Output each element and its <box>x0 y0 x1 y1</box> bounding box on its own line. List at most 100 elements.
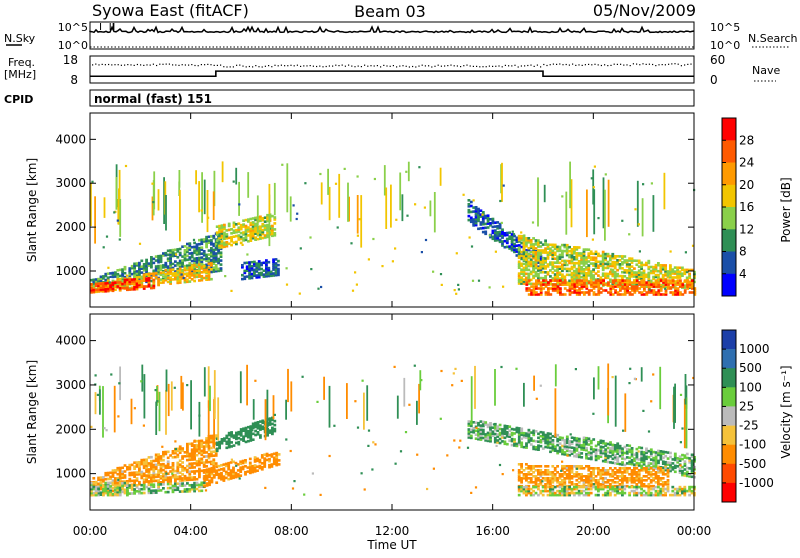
data-cell <box>614 289 617 292</box>
data-cell <box>263 273 266 276</box>
data-cell <box>662 264 665 267</box>
data-cell <box>539 241 542 244</box>
data-cell <box>184 455 187 458</box>
data-cell <box>193 246 196 249</box>
nave-dot <box>412 66 413 67</box>
data-cell <box>552 435 555 438</box>
data-cell <box>655 274 658 277</box>
data-cell <box>544 275 547 278</box>
data-cell <box>269 429 272 432</box>
nave-dot <box>431 66 432 67</box>
data-cell <box>193 466 196 469</box>
data-cell <box>251 261 254 264</box>
data-cell <box>499 428 502 431</box>
data-cell <box>530 465 533 468</box>
data-cell <box>607 253 610 256</box>
data-cell <box>216 245 219 248</box>
data-cell <box>191 260 194 263</box>
data-cell <box>676 457 679 460</box>
data-cell <box>150 474 153 477</box>
data-cell <box>595 467 598 470</box>
data-cell <box>164 273 167 276</box>
data-cell <box>626 477 629 480</box>
data-cell <box>92 289 95 292</box>
data-cell <box>643 270 646 273</box>
data-cell <box>472 210 475 213</box>
data-cell <box>556 471 559 474</box>
nave-dot <box>562 64 563 65</box>
data-cell <box>116 482 119 485</box>
data-point <box>651 182 653 184</box>
data-cell <box>259 424 262 427</box>
nave-dot <box>610 65 611 66</box>
data-cell <box>674 276 677 279</box>
data-cell <box>184 488 187 491</box>
data-cell <box>247 226 250 229</box>
data-cell <box>667 270 670 273</box>
data-streak <box>544 185 546 202</box>
data-cell <box>539 271 542 274</box>
data-streak <box>390 185 392 228</box>
data-cell <box>623 475 626 478</box>
data-cell <box>181 490 184 493</box>
data-cell <box>260 268 263 271</box>
data-cell <box>97 488 100 491</box>
data-cell <box>247 218 250 221</box>
data-cell <box>573 473 576 476</box>
nave-dot <box>655 65 656 66</box>
data-cell <box>492 430 495 433</box>
data-point <box>354 271 356 273</box>
data-cell <box>532 465 535 468</box>
data-cell <box>631 447 634 450</box>
data-cell <box>631 293 634 296</box>
data-cell <box>540 281 543 284</box>
data-cell <box>585 465 588 468</box>
data-point <box>395 219 397 221</box>
data-cell <box>128 478 131 481</box>
data-point <box>304 182 306 184</box>
data-cell <box>162 483 165 486</box>
data-point <box>649 289 651 291</box>
data-cell <box>212 249 215 252</box>
data-cell <box>650 283 653 286</box>
data-cell <box>592 477 595 480</box>
data-cell <box>542 471 545 474</box>
data-cell <box>609 461 612 464</box>
power-ylabel: Slant Range [km] <box>25 158 39 262</box>
data-cell <box>256 465 259 468</box>
data-cell <box>650 479 653 482</box>
data-cell <box>100 476 103 479</box>
data-cell <box>242 219 245 222</box>
data-cell <box>552 439 555 442</box>
data-cell <box>585 447 588 450</box>
data-cell <box>640 271 643 274</box>
data-cell <box>188 443 191 446</box>
data-cell <box>688 457 691 460</box>
nave-dot <box>153 64 154 65</box>
data-point <box>414 203 416 205</box>
data-point <box>181 273 183 275</box>
data-cell <box>578 260 581 263</box>
data-cell <box>532 475 535 478</box>
data-point <box>126 275 128 277</box>
data-cell <box>686 467 689 470</box>
nave-dot <box>463 65 464 66</box>
data-point <box>499 200 501 202</box>
data-cell <box>273 457 276 460</box>
data-cell <box>638 446 641 449</box>
data-cell <box>174 272 177 275</box>
data-cell <box>468 428 471 431</box>
nave-dot <box>498 65 499 66</box>
nave-dot <box>415 66 416 67</box>
data-cell <box>674 283 677 286</box>
data-cell <box>650 462 653 465</box>
nave-dot <box>399 66 400 67</box>
data-cell <box>542 447 545 450</box>
data-cell <box>124 266 127 269</box>
data-cell <box>542 287 545 290</box>
data-cell <box>539 261 542 264</box>
data-cell <box>155 276 158 279</box>
data-cell <box>277 264 280 267</box>
nave-dot <box>492 66 493 67</box>
data-cell <box>208 468 211 471</box>
